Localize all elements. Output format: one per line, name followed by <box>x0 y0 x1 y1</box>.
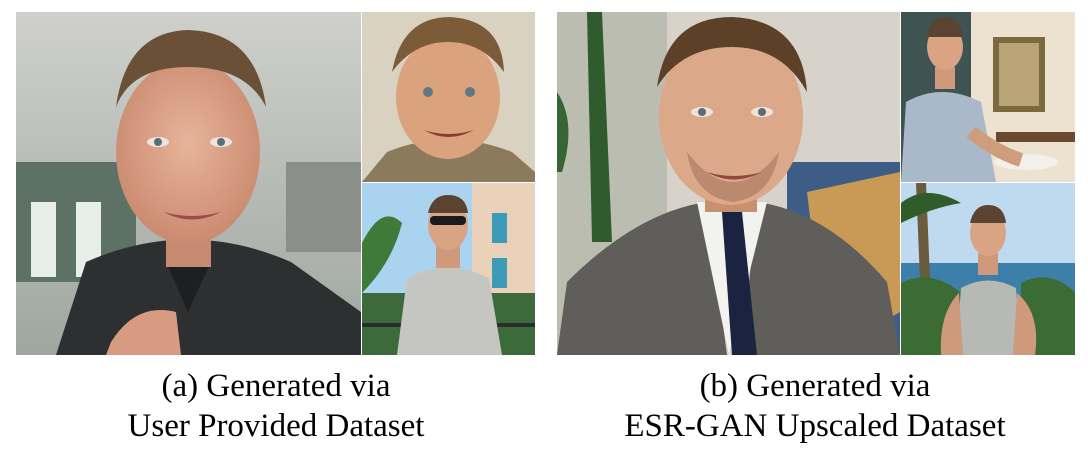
panel-b-caption: (b) Generated via ESR-GAN Upscaled Datas… <box>545 366 1085 446</box>
panel-a-caption-line2: User Provided Dataset <box>127 408 425 444</box>
panel-b-caption-line1: (b) Generated via <box>699 368 931 404</box>
panel-b-main-photo <box>557 12 900 355</box>
panel-b-beach-photo <box>901 183 1075 355</box>
panel-a-caption: (a) Generated via User Provided Dataset <box>6 366 546 446</box>
panel-a-painted-portrait <box>362 12 535 182</box>
panel-a <box>16 12 535 355</box>
panel-a-main-photo <box>16 12 361 355</box>
panel-b-indoor-photo <box>901 12 1075 182</box>
panel-b <box>557 12 1075 355</box>
panel-a-caption-line1: (a) Generated via <box>161 368 391 404</box>
panel-b-caption-line2: ESR-GAN Upscaled Dataset <box>624 408 1006 444</box>
panel-a-beach-photo <box>362 183 535 355</box>
